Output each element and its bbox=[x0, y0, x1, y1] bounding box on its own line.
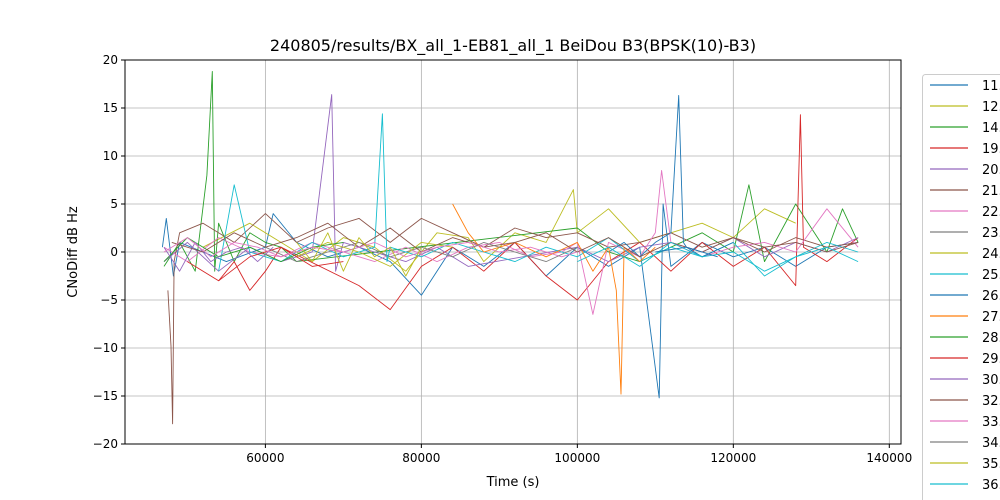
series-line-11.0 bbox=[161, 203, 859, 399]
y-tick-label: −15 bbox=[93, 389, 118, 403]
legend: 11.0 12.0 14.0 19.0 20.0 21.0 22.0 23.0 24.0 25.0… bbox=[922, 74, 1000, 500]
series-line-34.0 bbox=[421, 241, 578, 263]
y-tick-label: 15 bbox=[103, 101, 118, 115]
y-tick-label: 5 bbox=[110, 197, 118, 211]
legend-label: 21.0 bbox=[982, 184, 1000, 199]
series-line-24.0 bbox=[296, 241, 453, 267]
y-tick-label: 20 bbox=[103, 53, 118, 67]
legend-label: 32.0 bbox=[982, 394, 1000, 409]
legend-label: 19.0 bbox=[982, 142, 1000, 157]
legend-label: 26.0 bbox=[982, 289, 1000, 304]
series-line-29.0 bbox=[187, 246, 344, 282]
legend-label: 20.0 bbox=[982, 163, 1000, 178]
legend-label: 28.0 bbox=[982, 331, 1000, 346]
legend-label: 23.0 bbox=[982, 226, 1000, 241]
legend-label: 12.0 bbox=[982, 100, 1000, 115]
series-line-37.0 bbox=[655, 246, 718, 258]
legend-label: 27.0 bbox=[982, 310, 1000, 325]
x-tick-label: 120000 bbox=[710, 451, 756, 465]
chart-title: 240805/results/BX_all_1-EB81_all_1 BeiDo… bbox=[270, 36, 756, 56]
legend-label: 29.0 bbox=[982, 352, 1000, 367]
series-line-33.0 bbox=[163, 237, 578, 258]
y-axis-label: CNoDiff dB Hz bbox=[66, 206, 81, 298]
x-tick-label: 80000 bbox=[402, 451, 440, 465]
series-line-36.0 bbox=[577, 241, 859, 272]
legend-label: 35.0 bbox=[982, 457, 1000, 472]
series-layer bbox=[161, 71, 859, 425]
series-line-14.0 bbox=[163, 71, 859, 272]
x-axis: 60000 80000 100000 120000 140000 bbox=[246, 444, 912, 465]
series-line-22.0 bbox=[163, 169, 859, 315]
y-tick-label: −5 bbox=[100, 293, 118, 307]
series-line-21.0 bbox=[167, 213, 859, 425]
series-line-20.0 bbox=[163, 94, 859, 272]
legend-label: 36.0 bbox=[982, 478, 1000, 493]
series-line-19.0 bbox=[218, 114, 859, 311]
legend-label: 30.0 bbox=[982, 373, 1000, 388]
x-tick-label: 100000 bbox=[554, 451, 600, 465]
legend-label: 24.0 bbox=[982, 247, 1000, 262]
legend-label: 34.0 bbox=[982, 436, 1000, 451]
y-tick-label: 10 bbox=[103, 149, 118, 163]
x-tick-label: 140000 bbox=[866, 451, 912, 465]
y-tick-label: −20 bbox=[93, 437, 118, 451]
series-line-26.0 bbox=[608, 95, 734, 258]
y-tick-label: −10 bbox=[93, 341, 118, 355]
y-tick-label: 0 bbox=[110, 245, 118, 259]
series-line-30.0 bbox=[163, 241, 274, 272]
legend-label: 11.0 bbox=[982, 79, 1000, 94]
series-line-35.0 bbox=[296, 232, 422, 277]
x-axis-label: Time (s) bbox=[486, 475, 540, 490]
legend-label: 14.0 bbox=[982, 121, 1000, 136]
legend-label: 22.0 bbox=[982, 205, 1000, 220]
x-tick-label: 60000 bbox=[246, 451, 284, 465]
legend-label: 25.0 bbox=[982, 268, 1000, 283]
series-line-27.0 bbox=[452, 203, 656, 395]
legend-frame bbox=[922, 74, 1000, 500]
y-axis: −20 −15 −10 −5 0 5 10 15 20 bbox=[93, 53, 125, 451]
legend-label: 33.0 bbox=[982, 415, 1000, 430]
grid-lines bbox=[125, 59, 901, 445]
series-line-32.0 bbox=[171, 222, 859, 258]
